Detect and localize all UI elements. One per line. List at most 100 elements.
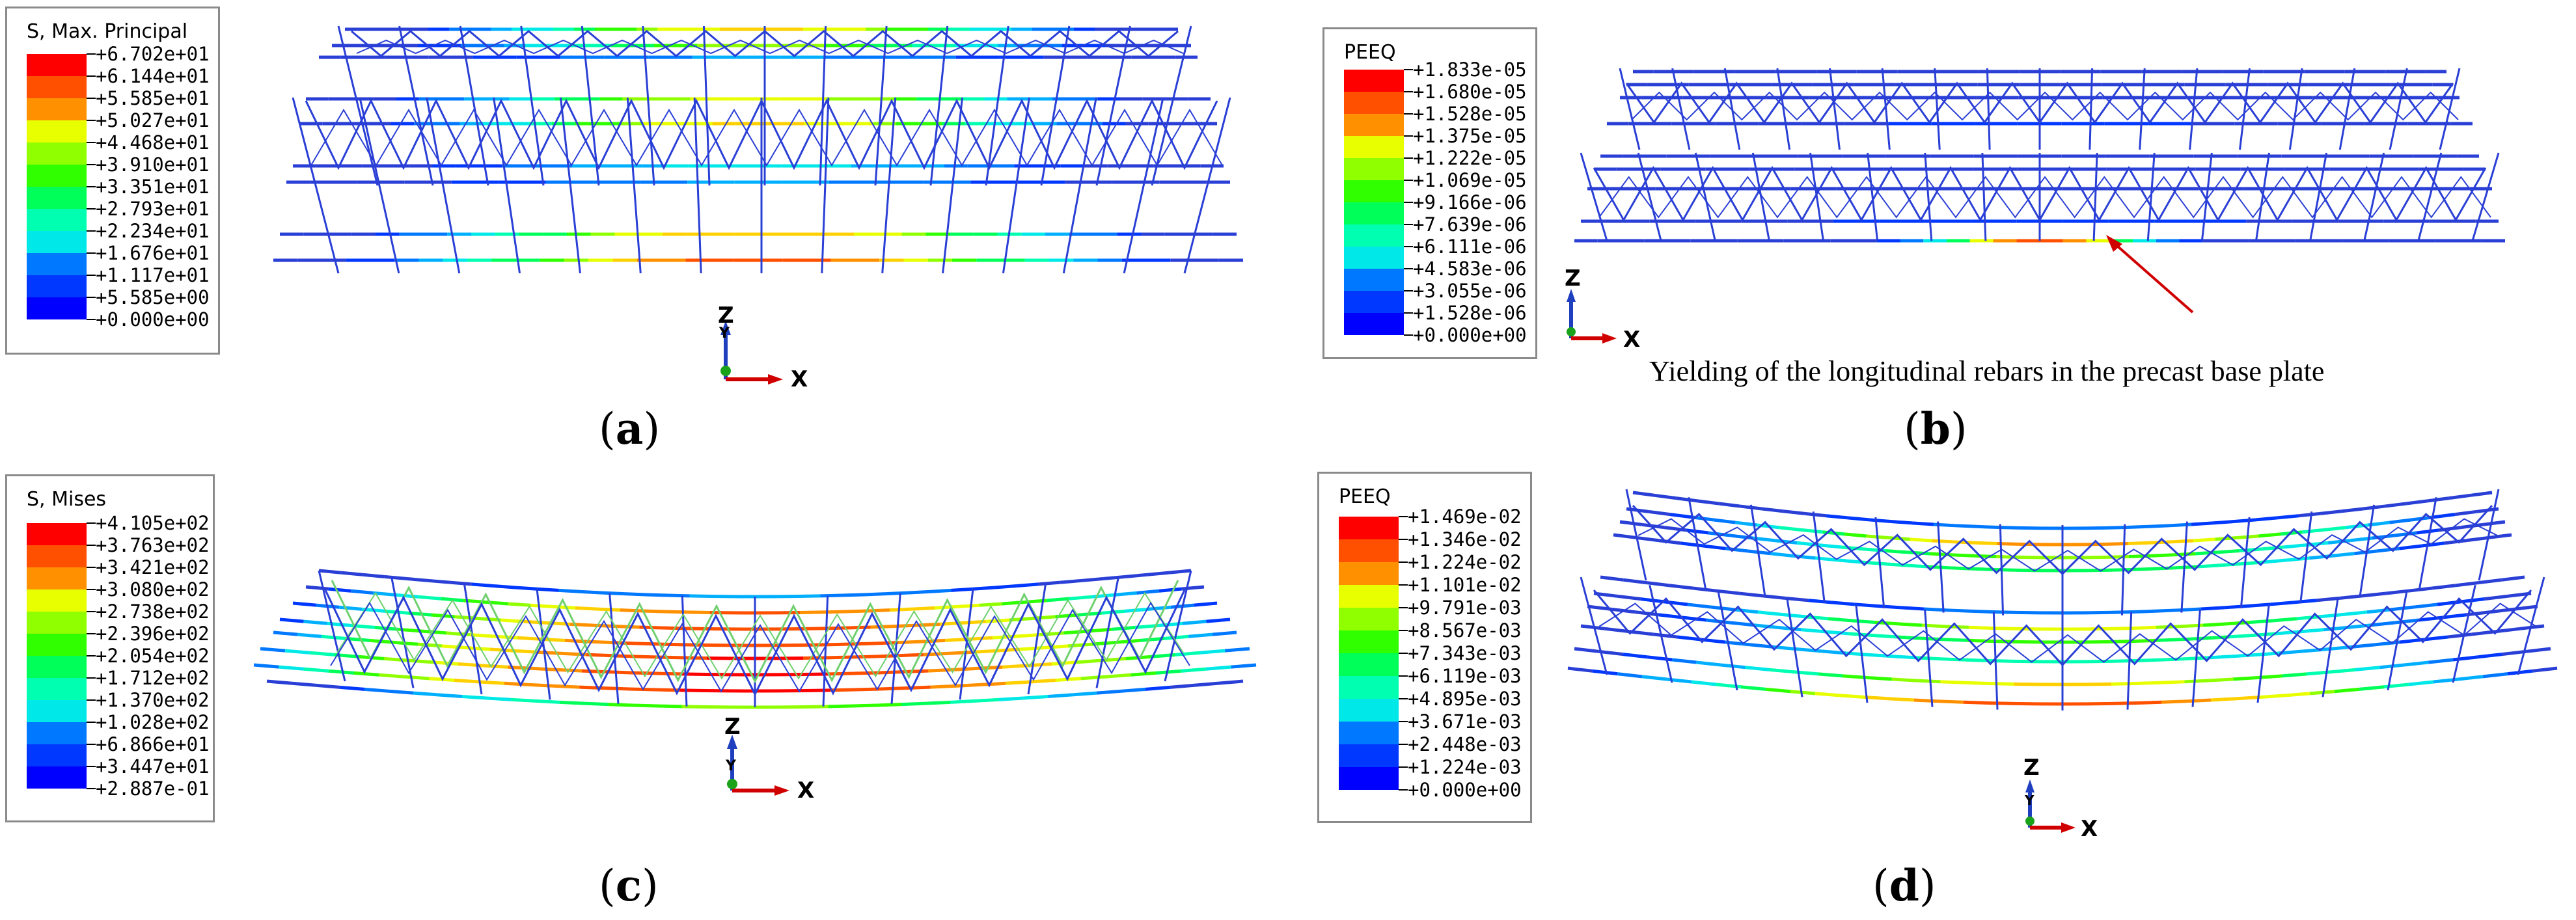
rebar-segment bbox=[405, 576, 428, 582]
rebar-segment bbox=[980, 681, 1006, 686]
rebar-segment bbox=[1114, 591, 1137, 597]
legend-swatch bbox=[27, 567, 87, 589]
rebar-segment bbox=[2413, 602, 2438, 609]
rebar-segment bbox=[1164, 634, 1189, 640]
stirrup-bar bbox=[881, 97, 897, 274]
legend-value: +0.000e+00 bbox=[96, 308, 210, 331]
legend-tick bbox=[1404, 91, 1413, 92]
rebar-segment bbox=[1145, 685, 1170, 691]
rebar-segment bbox=[510, 697, 536, 703]
rebar-segment bbox=[852, 703, 877, 708]
legend-swatch bbox=[27, 634, 87, 656]
stirrup-bar bbox=[2255, 152, 2270, 241]
rebar-segment bbox=[1175, 651, 1201, 656]
legend-tick bbox=[87, 699, 96, 701]
legend-swatch bbox=[27, 54, 87, 76]
legend-value: +3.080e+02 bbox=[96, 578, 210, 601]
rebar-segment bbox=[2323, 625, 2348, 632]
rebar-segment bbox=[2339, 594, 2363, 600]
stirrup-bar bbox=[2139, 68, 2146, 150]
rebar-segment bbox=[389, 689, 414, 695]
legend-value: +2.793e+01 bbox=[96, 198, 210, 220]
rebar-segment bbox=[340, 685, 365, 691]
truss-diagonal bbox=[331, 580, 1179, 684]
rebar-segment bbox=[1623, 653, 1648, 659]
legend-title-b: PEEQ bbox=[1344, 41, 1396, 64]
legend-swatch bbox=[1344, 247, 1404, 269]
rebar-segment bbox=[1765, 687, 1791, 694]
contour-legend-c: S, Mises +4.105e+02 +3.763e+02 +3.421e+02 +… bbox=[5, 474, 215, 822]
rebar-segment bbox=[844, 609, 868, 614]
rebar-segment bbox=[441, 644, 467, 650]
legend-value: +5.585e+00 bbox=[96, 286, 210, 308]
stirrup-bar bbox=[426, 97, 461, 274]
rebar-segment bbox=[393, 640, 418, 646]
contour-legend-b: PEEQ +1.833e-05 +1.680e-05 +1.528e-05 +1.37… bbox=[1322, 27, 1537, 359]
rebar-segment bbox=[1783, 509, 1805, 515]
rebar-segment bbox=[1738, 591, 1762, 598]
rebar-segment bbox=[2279, 649, 2304, 655]
stirrup-bar bbox=[1999, 524, 2005, 616]
rebar-segment bbox=[461, 695, 487, 700]
rebar-segment bbox=[315, 683, 340, 689]
rebar-model-c bbox=[253, 569, 1257, 709]
rebar-segment bbox=[1716, 589, 1740, 595]
rebar-segment bbox=[2359, 685, 2385, 691]
rebar-segment bbox=[2282, 672, 2307, 678]
stirrup-bar bbox=[1937, 521, 1945, 613]
rebar-segment bbox=[575, 606, 598, 611]
rebar-segment bbox=[1047, 597, 1070, 602]
stirrup-bar bbox=[2452, 584, 2476, 683]
rebar-segment bbox=[279, 617, 304, 623]
legend-tick bbox=[87, 53, 96, 55]
rebar-segment bbox=[1205, 665, 1231, 671]
rebar-segment bbox=[2334, 687, 2360, 694]
rebar-segment bbox=[889, 607, 912, 612]
legend-swatch bbox=[1344, 158, 1404, 180]
rebar-segment bbox=[1047, 693, 1073, 699]
rebar-segment bbox=[1604, 627, 1630, 634]
rebar-segment bbox=[2385, 589, 2409, 595]
rebar-segment bbox=[1060, 578, 1082, 584]
stirrup-bar bbox=[1619, 68, 1641, 150]
rebar-segment bbox=[655, 671, 681, 676]
rebar-segment bbox=[636, 642, 661, 646]
rebar-segment bbox=[957, 603, 980, 608]
rebar-segment bbox=[1747, 549, 1771, 556]
stirrup-bar bbox=[822, 595, 829, 707]
truss-diagonal bbox=[1632, 504, 2493, 576]
rebar-segment bbox=[1574, 647, 1599, 653]
legend-swatch bbox=[1339, 744, 1399, 767]
rebar-segment bbox=[2305, 541, 2329, 547]
rebar-segment bbox=[523, 619, 547, 625]
stirrup-bar bbox=[1874, 517, 1885, 609]
axis-z-label-c: Z bbox=[724, 714, 741, 740]
rebar-segment bbox=[553, 604, 576, 610]
stirrup-bar bbox=[702, 25, 711, 186]
rebar-segment bbox=[2482, 520, 2506, 526]
legend-swatch bbox=[1344, 224, 1404, 247]
rebar-segment bbox=[1091, 593, 1115, 599]
legend-value: +5.027e+01 bbox=[96, 109, 210, 131]
rebar-segment bbox=[1231, 663, 1257, 669]
rebar-segment bbox=[597, 607, 621, 612]
rebar-segment bbox=[1680, 541, 1704, 548]
legend-swatch bbox=[27, 165, 87, 187]
rebar-segment bbox=[449, 580, 472, 586]
legend-swatch bbox=[1344, 114, 1404, 136]
rebar-segment bbox=[1804, 511, 1827, 518]
rebar-segment bbox=[353, 671, 379, 677]
rebar-segment bbox=[1567, 666, 1593, 673]
rebar-segment bbox=[2384, 502, 2407, 508]
rebar-segment bbox=[562, 651, 587, 656]
legend-value: +2.396e+02 bbox=[96, 623, 210, 645]
rebar-segment bbox=[804, 688, 830, 693]
rebar-segment bbox=[2132, 625, 2157, 630]
rebar-segment bbox=[2257, 674, 2282, 679]
rebar-segment bbox=[535, 699, 560, 704]
rebar-segment bbox=[1885, 549, 1908, 554]
rebar-segment bbox=[1889, 697, 1915, 702]
rebar-segment bbox=[1824, 630, 1849, 636]
axis-x-label-a: X bbox=[791, 366, 808, 392]
legend-tick bbox=[1404, 246, 1413, 247]
